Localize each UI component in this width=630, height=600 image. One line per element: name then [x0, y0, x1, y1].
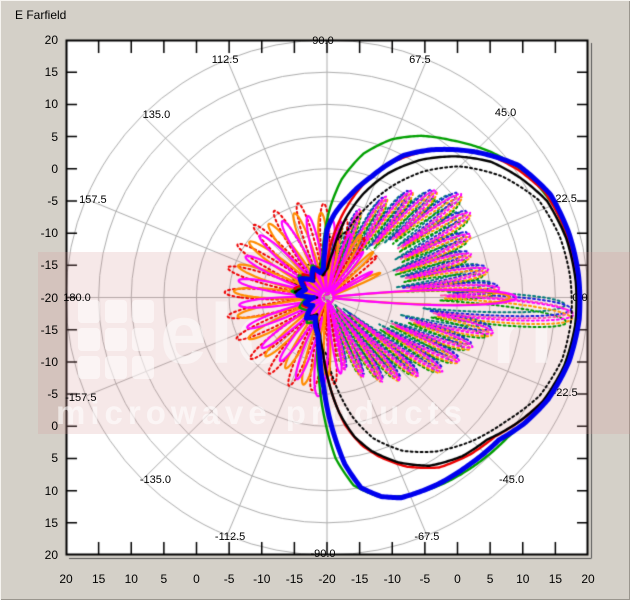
farfield-plot-window: { "window": { "title": "E Farfield", "ba…	[0, 0, 630, 600]
pattern-curves-canvas	[0, 0, 630, 600]
